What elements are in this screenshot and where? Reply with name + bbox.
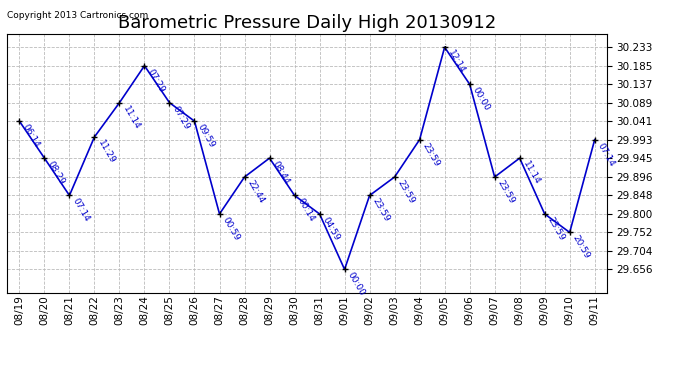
Title: Barometric Pressure Daily High 20130912: Barometric Pressure Daily High 20130912	[118, 14, 496, 32]
Text: 00:00: 00:00	[346, 271, 366, 298]
Text: 09:59: 09:59	[196, 123, 217, 150]
Text: 04:59: 04:59	[321, 215, 342, 242]
Text: Copyright 2013 Cartronics.com: Copyright 2013 Cartronics.com	[7, 11, 148, 20]
Text: 11:14: 11:14	[521, 159, 542, 186]
Text: 20:59: 20:59	[571, 234, 592, 261]
Text: 08:29: 08:29	[46, 159, 66, 186]
Text: 23:59: 23:59	[396, 178, 417, 205]
Text: 11:14: 11:14	[121, 104, 141, 131]
Text: 07:29: 07:29	[146, 67, 166, 94]
Text: 11:29: 11:29	[96, 138, 117, 165]
Text: 00:00: 00:00	[471, 86, 492, 112]
Text: 08:44: 08:44	[271, 159, 292, 186]
Text: 23:59: 23:59	[496, 178, 517, 205]
Text: 22:44: 22:44	[246, 178, 266, 205]
Text: 00:14: 00:14	[296, 197, 317, 223]
Text: 07:14: 07:14	[71, 197, 92, 223]
Text: 06:14: 06:14	[21, 123, 41, 149]
Text: 23:59: 23:59	[421, 141, 442, 168]
Text: 00:59: 00:59	[221, 215, 242, 242]
Text: 07:14: 07:14	[596, 141, 617, 168]
Text: 07:29: 07:29	[171, 104, 192, 131]
Text: 12:14: 12:14	[446, 49, 466, 75]
Text: 23:59: 23:59	[371, 197, 392, 223]
Text: 23:59: 23:59	[546, 215, 566, 242]
